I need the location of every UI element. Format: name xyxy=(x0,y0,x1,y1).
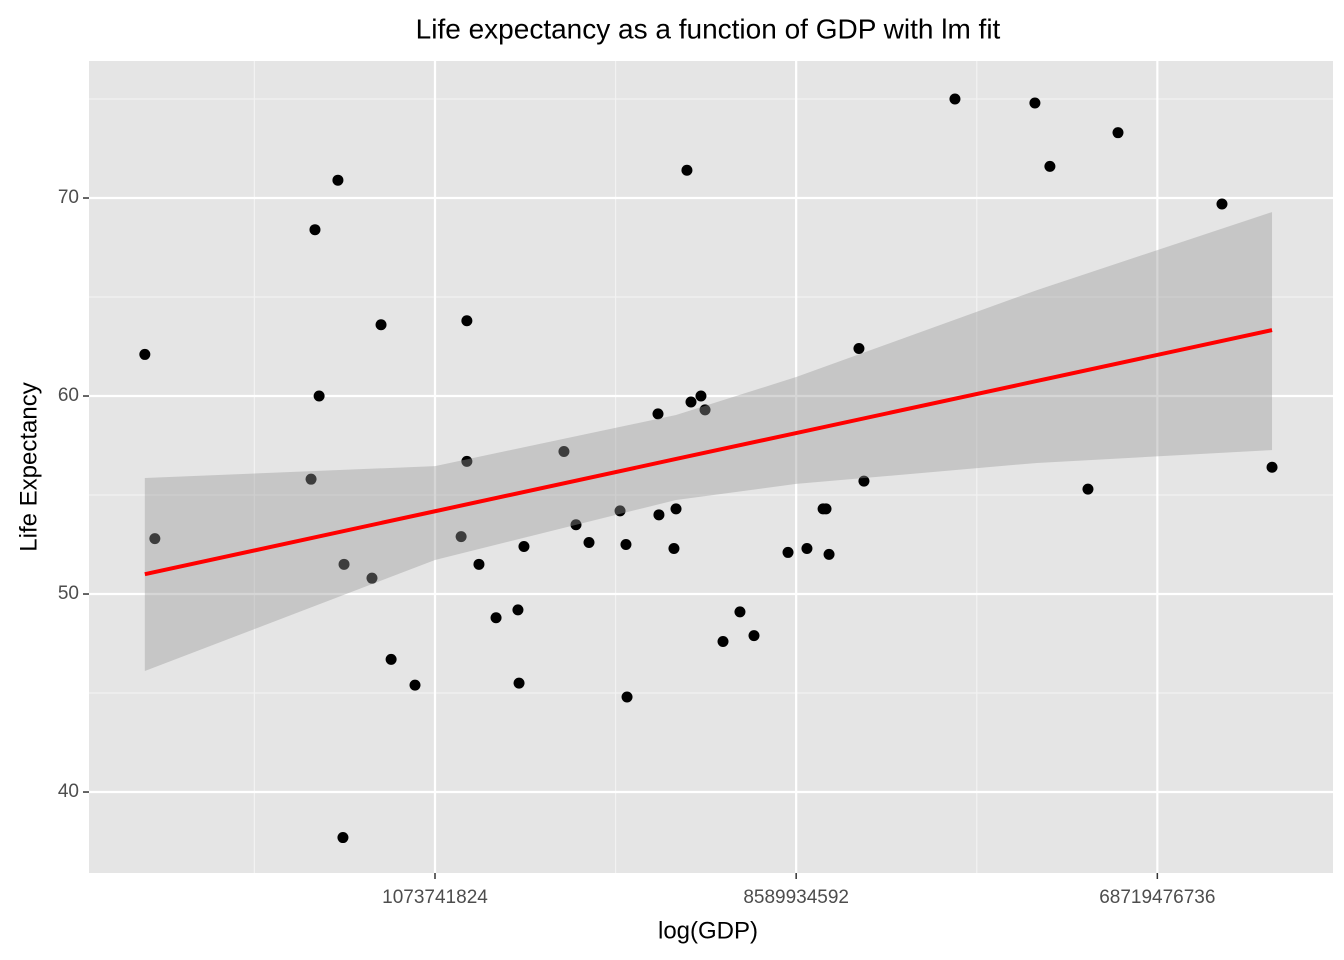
point xyxy=(820,503,832,515)
point xyxy=(570,519,582,531)
point xyxy=(366,572,378,584)
point xyxy=(823,548,835,560)
point xyxy=(305,473,317,485)
point xyxy=(1082,483,1094,495)
point xyxy=(338,558,350,570)
x-tick-label: 8589934592 xyxy=(743,887,849,908)
point xyxy=(139,348,151,360)
point xyxy=(653,509,665,521)
point xyxy=(949,93,961,105)
point xyxy=(473,558,485,570)
point xyxy=(337,832,349,844)
point xyxy=(652,408,664,420)
fit-line xyxy=(144,328,1273,577)
point xyxy=(518,540,530,552)
point xyxy=(1216,198,1228,210)
point xyxy=(1112,127,1124,139)
x-axis-label: log(GDP) xyxy=(658,917,758,944)
point xyxy=(748,630,760,642)
point xyxy=(490,612,502,624)
point xyxy=(717,636,729,648)
y-axis-label: Life Expectancy xyxy=(15,382,42,551)
x-tick-label: 1073741824 xyxy=(382,887,488,908)
point xyxy=(558,445,570,457)
point xyxy=(332,174,344,186)
y-tick-label: 60 xyxy=(58,385,79,406)
point xyxy=(513,677,525,689)
confidence-band xyxy=(144,212,1273,672)
point xyxy=(858,475,870,487)
point xyxy=(695,390,707,402)
point xyxy=(461,315,473,327)
y-tick-label: 70 xyxy=(58,187,79,208)
panel xyxy=(89,61,1333,873)
point xyxy=(1266,461,1278,473)
point xyxy=(455,531,467,543)
point xyxy=(512,604,524,616)
point xyxy=(685,396,697,408)
point xyxy=(782,546,794,558)
point xyxy=(614,505,626,517)
point xyxy=(699,404,711,416)
point xyxy=(1029,97,1041,109)
point xyxy=(309,224,321,236)
point xyxy=(409,679,421,691)
point xyxy=(670,503,682,515)
point xyxy=(385,653,397,665)
point xyxy=(313,390,325,402)
point xyxy=(1044,160,1056,172)
point xyxy=(734,606,746,618)
chart-title: Life expectancy as a function of GDP wit… xyxy=(416,13,1001,44)
point xyxy=(375,319,387,331)
point xyxy=(583,537,595,549)
point xyxy=(853,342,865,354)
point xyxy=(621,691,633,703)
point xyxy=(668,542,680,554)
point xyxy=(801,542,813,554)
y-tick-label: 50 xyxy=(58,583,79,604)
point xyxy=(149,533,161,545)
y-tick-label: 40 xyxy=(58,781,79,802)
x-tick-label: 68719476736 xyxy=(1099,887,1215,908)
point xyxy=(620,539,632,551)
point xyxy=(681,164,693,176)
point xyxy=(461,455,473,467)
